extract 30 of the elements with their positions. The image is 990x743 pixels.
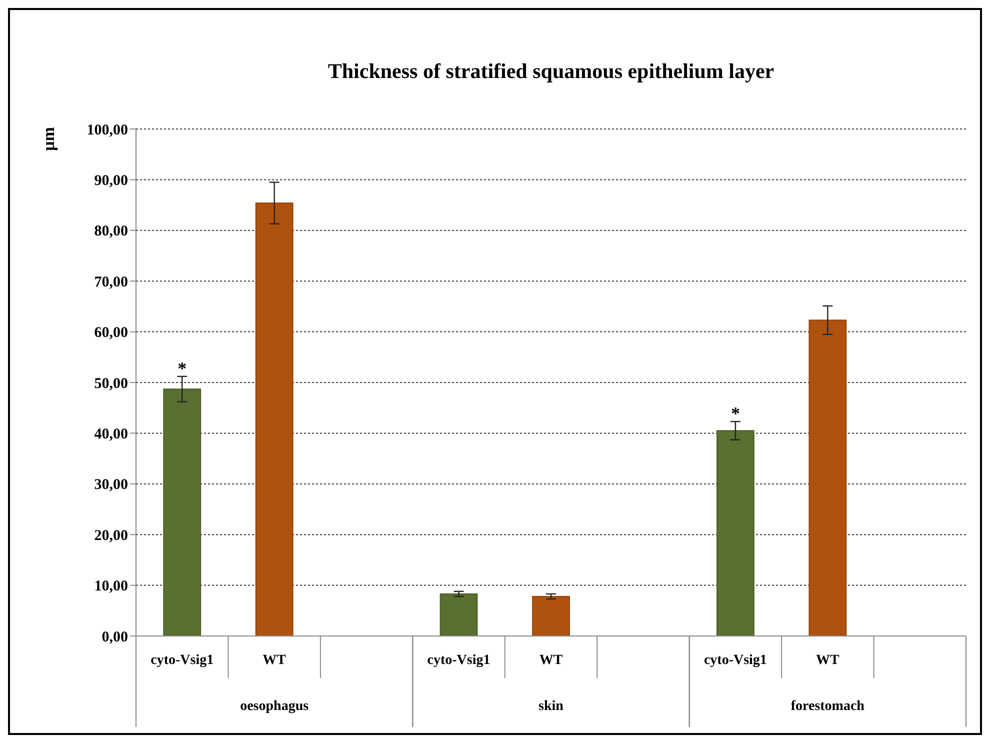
text: cyto-Vsig1	[150, 653, 214, 668]
series-label: WT	[262, 653, 287, 668]
annotation: *	[730, 404, 740, 424]
text: WT	[539, 653, 563, 668]
chart-title: Thickness of stratified squamous epithelium layer	[328, 59, 774, 83]
y-tick-label: 40,00	[94, 426, 128, 442]
bar	[808, 320, 847, 636]
bar	[163, 388, 202, 636]
y-tick-label: 90,00	[94, 172, 128, 189]
y-tick-label: 80,00	[94, 224, 128, 240]
bar	[532, 596, 570, 636]
bar	[440, 593, 478, 636]
text: WT	[816, 653, 840, 668]
y-axis-title: µm	[39, 127, 58, 151]
y-tick-label: 60,00	[94, 325, 128, 342]
x-tick-label: oesophagus	[240, 699, 310, 714]
y-tick-label: 70,00	[94, 274, 128, 290]
y-tick-label: 50,00	[94, 376, 128, 392]
x-tick-label: forestomach	[790, 699, 865, 714]
bar	[255, 202, 294, 636]
y-tick-label: 10,00	[94, 578, 128, 595]
y-tick-label: 30,00	[94, 477, 128, 494]
y-tick-label: 100,00	[86, 122, 128, 138]
y-tick-label: 0,00	[102, 629, 128, 646]
bar	[716, 430, 754, 636]
annotation: *	[178, 358, 187, 378]
text: cyto-Vsig1	[427, 653, 490, 668]
series-label: cyto-Vsig1	[704, 653, 767, 668]
x-tick-label: skin	[538, 699, 564, 714]
y-tick-label: 20,00	[94, 528, 128, 544]
